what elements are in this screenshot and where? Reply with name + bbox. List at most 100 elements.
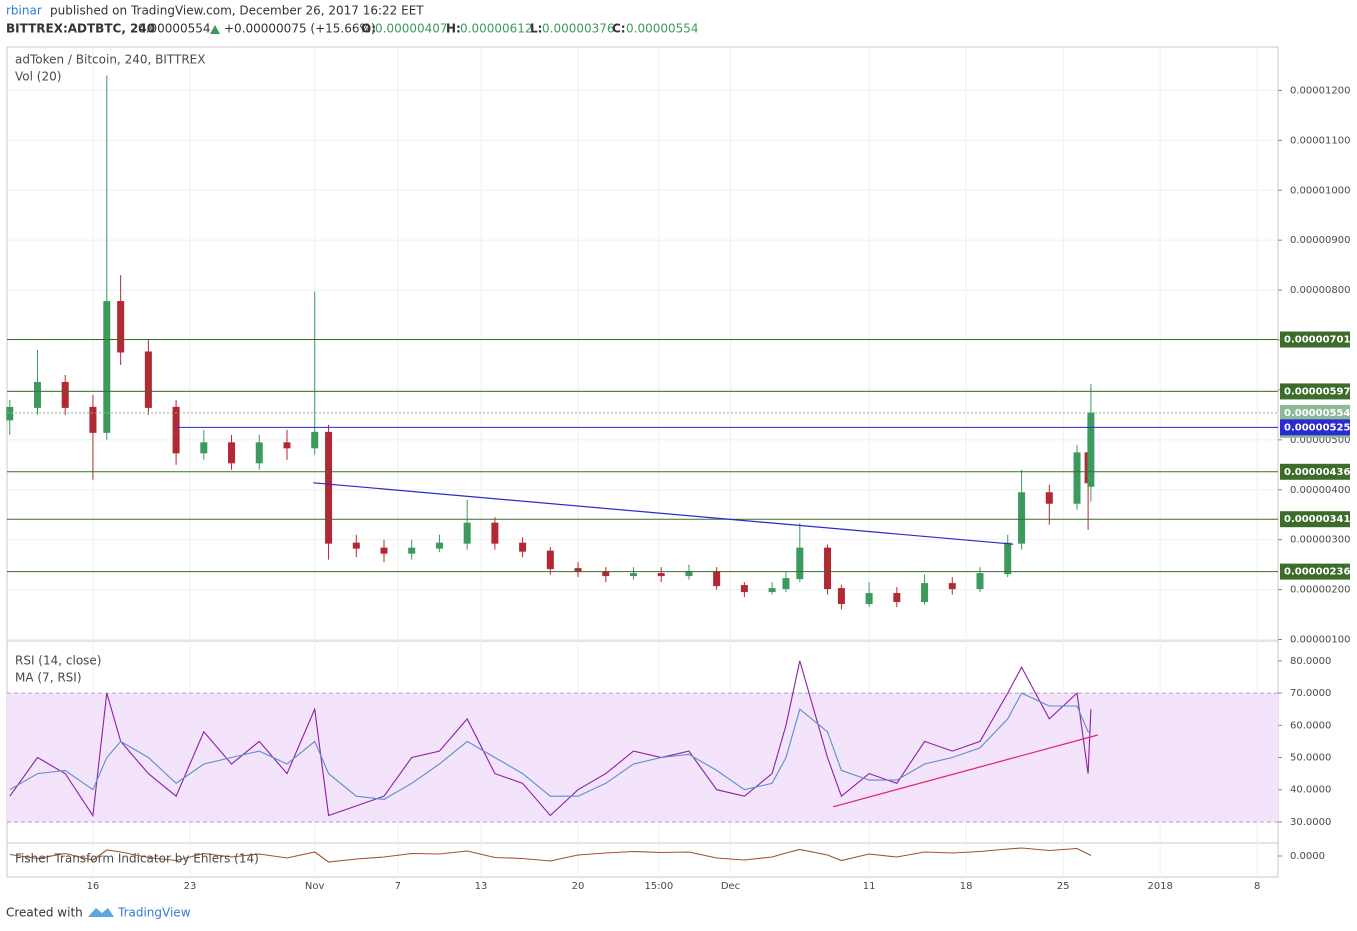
up-arrow bbox=[210, 25, 220, 34]
footer-brand[interactable]: TradingView bbox=[117, 906, 191, 920]
y-tick-label: 0.0000 bbox=[1290, 851, 1325, 862]
candle-body bbox=[61, 381, 69, 408]
pane-subtitle: MA (7, RSI) bbox=[15, 671, 82, 685]
x-tick-label: 25 bbox=[1057, 881, 1070, 892]
x-tick-label: 20 bbox=[572, 881, 585, 892]
price-label-box bbox=[1280, 383, 1350, 400]
y-tick-label: 70.0000 bbox=[1290, 688, 1331, 699]
y-tick-label: 40.0000 bbox=[1290, 785, 1331, 796]
high: 0.00000612 bbox=[460, 22, 533, 36]
low: 0.00000376 bbox=[542, 22, 615, 36]
candle-body bbox=[921, 583, 929, 603]
close-label: C: bbox=[612, 22, 626, 36]
candle-body bbox=[657, 573, 665, 577]
candle-body bbox=[629, 573, 637, 577]
x-tick-label: 23 bbox=[184, 881, 197, 892]
price-label-box bbox=[1280, 331, 1350, 348]
candle-body bbox=[408, 547, 416, 554]
x-tick-label: 11 bbox=[863, 881, 876, 892]
candle-body bbox=[352, 542, 360, 549]
pane-subtitle: Vol (20) bbox=[15, 70, 61, 84]
pane-title: RSI (14, close) bbox=[15, 654, 101, 668]
price-label: 0.00000701 bbox=[1284, 335, 1350, 346]
price-label-box bbox=[1280, 404, 1350, 421]
open: 0.00000407 bbox=[375, 22, 448, 36]
pane-title: adToken / Bitcoin, 240, BITTREX bbox=[15, 53, 205, 67]
y-tick-label: 0.00000800 bbox=[1290, 285, 1350, 296]
candle-body bbox=[976, 573, 984, 590]
candle-body bbox=[1073, 452, 1081, 504]
y-tick-label: 0.00000300 bbox=[1290, 535, 1350, 546]
candle-body bbox=[865, 593, 873, 605]
x-tick-label: 15:00 bbox=[644, 881, 673, 892]
x-tick-label: 16 bbox=[87, 881, 100, 892]
y-tick-label: 0.00000200 bbox=[1290, 585, 1350, 596]
y-tick-label: 0.00000400 bbox=[1290, 485, 1350, 496]
high-label: H: bbox=[446, 22, 461, 36]
candle-body bbox=[200, 442, 208, 454]
candle-body bbox=[1045, 492, 1053, 504]
change: +0.00000075 (+15.66%) bbox=[224, 22, 376, 36]
price-label: 0.00000597 bbox=[1284, 386, 1350, 397]
pane-title: Fisher Transform Indicator by Ehlers (14… bbox=[15, 852, 259, 866]
candle-body bbox=[325, 431, 333, 544]
candle-body bbox=[463, 522, 471, 544]
candle-body bbox=[602, 571, 610, 577]
low-label: L: bbox=[530, 22, 542, 36]
candle-body bbox=[89, 406, 97, 433]
x-tick-label: 13 bbox=[475, 881, 488, 892]
y-tick-label: 50.0000 bbox=[1290, 753, 1331, 764]
series-line bbox=[9, 847, 1092, 863]
x-tick-label: 7 bbox=[395, 881, 401, 892]
candle-body bbox=[1087, 412, 1095, 487]
y-tick-label: 0.00000100 bbox=[1290, 635, 1350, 646]
x-tick-label: 2018 bbox=[1147, 881, 1172, 892]
candle-body bbox=[782, 578, 790, 590]
candle-body bbox=[117, 301, 125, 353]
candle-body bbox=[311, 431, 319, 449]
price-label-box bbox=[1280, 511, 1350, 528]
open-label: O: bbox=[361, 22, 376, 36]
rsi-band bbox=[7, 693, 1278, 822]
candle-body bbox=[33, 381, 41, 408]
x-tick-label: Dec bbox=[721, 881, 740, 892]
candle-body bbox=[491, 522, 499, 544]
candle-body bbox=[837, 588, 845, 605]
candle-body bbox=[519, 542, 527, 552]
last-price: 0.00000554 bbox=[138, 22, 211, 36]
candle-body bbox=[740, 585, 748, 593]
candle-body bbox=[380, 547, 388, 554]
candle-body bbox=[893, 593, 901, 603]
candle-body bbox=[435, 542, 443, 549]
author[interactable]: rbinar bbox=[6, 4, 42, 18]
candle-body bbox=[824, 547, 832, 590]
candle-body bbox=[103, 301, 111, 433]
y-tick-label: 30.0000 bbox=[1290, 817, 1331, 828]
x-tick-label: 18 bbox=[960, 881, 973, 892]
series-line bbox=[9, 660, 1092, 818]
y-tick-label: 80.0000 bbox=[1290, 656, 1331, 667]
close: 0.00000554 bbox=[626, 22, 699, 36]
x-tick-label: 8 bbox=[1254, 881, 1260, 892]
candle-body bbox=[6, 406, 14, 421]
y-tick-label: 0.00000500 bbox=[1290, 435, 1350, 446]
price-label: 0.00000554 bbox=[1284, 408, 1350, 419]
candle-body bbox=[172, 406, 180, 454]
candle-body bbox=[1018, 492, 1026, 544]
y-tick-label: 60.0000 bbox=[1290, 720, 1331, 731]
candle-body bbox=[948, 583, 956, 590]
price-label-box bbox=[1280, 563, 1350, 580]
candle-body bbox=[255, 442, 263, 464]
price-label: 0.00000236 bbox=[1284, 567, 1350, 578]
y-tick-label: 0.00001200 bbox=[1290, 85, 1350, 96]
candle-body bbox=[1004, 542, 1012, 575]
price-label: 0.00000341 bbox=[1284, 514, 1350, 525]
candle-body bbox=[685, 571, 693, 577]
candle-body bbox=[546, 550, 554, 570]
y-tick-label: 0.00001100 bbox=[1290, 135, 1350, 146]
y-tick-label: 0.00001000 bbox=[1290, 185, 1350, 196]
candle-body bbox=[228, 442, 236, 464]
candle-body bbox=[283, 442, 291, 449]
price-label-box bbox=[1280, 463, 1350, 480]
